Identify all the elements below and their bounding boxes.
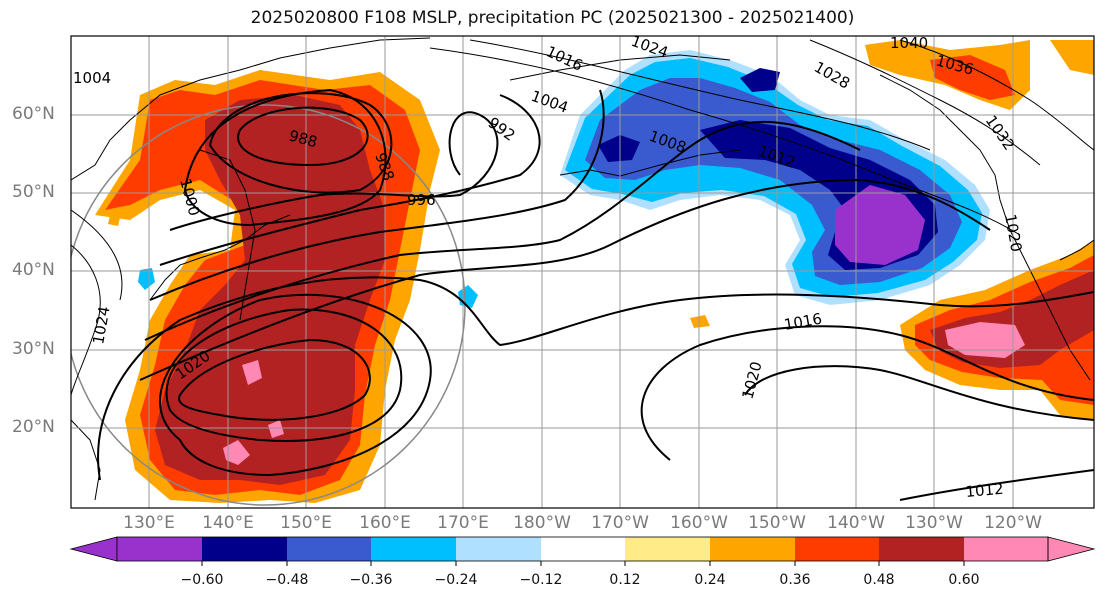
colorbar-tick-label: −0.12	[519, 572, 563, 588]
contour-label: 996	[407, 191, 436, 209]
lon-label: 140°W	[827, 513, 885, 533]
lon-label: 160°W	[670, 513, 728, 533]
colorbar-tick-label: 0.12	[609, 572, 641, 588]
coastlines	[71, 37, 1094, 501]
gridlines	[71, 36, 1094, 508]
thin-isobars	[71, 39, 1094, 396]
contour-label: 1012	[965, 480, 1005, 501]
lon-label: 130°E	[123, 513, 175, 533]
colorbar-tick-label: −0.36	[349, 572, 393, 588]
lon-label: 150°E	[280, 513, 332, 533]
lat-label: 30°N	[12, 339, 55, 359]
lon-label: 130°W	[905, 513, 963, 533]
contour-label: 1040	[890, 34, 928, 52]
colorbar-tick-label: 0.60	[948, 572, 980, 588]
lat-label: 20°N	[12, 417, 55, 437]
mslp-isobars	[97, 88, 1094, 501]
map-title: 2025020800 F108 MSLP, precipitation PC (…	[250, 8, 855, 28]
contour-label: 1004	[73, 69, 111, 87]
lon-label: 180°W	[513, 513, 571, 533]
lon-label: 170°W	[591, 513, 649, 533]
colorbar	[69, 536, 1096, 566]
lat-label: 40°N	[12, 260, 55, 280]
lon-label: 170°E	[437, 513, 489, 533]
colorbar-tick-label: 0.36	[779, 572, 811, 588]
colorbar-tick-label: −0.48	[265, 572, 309, 588]
colorbar-tick-label: −0.24	[434, 572, 478, 588]
lon-label: 140°E	[202, 513, 254, 533]
lon-label: 150°W	[748, 513, 806, 533]
east-precip-positive	[690, 40, 1094, 420]
lat-label: 60°N	[12, 104, 55, 124]
lon-label: 160°E	[359, 513, 411, 533]
lon-label: 120°W	[984, 513, 1042, 533]
colorbar-tick-label: 0.48	[863, 572, 895, 588]
lat-label: 50°N	[12, 182, 55, 202]
colorbar-tick-label: 0.24	[694, 572, 726, 588]
colorbar-min-extend	[69, 536, 118, 562]
colorbar-tick-label: −0.60	[180, 572, 224, 588]
colorbar-max-extend	[1047, 536, 1096, 562]
